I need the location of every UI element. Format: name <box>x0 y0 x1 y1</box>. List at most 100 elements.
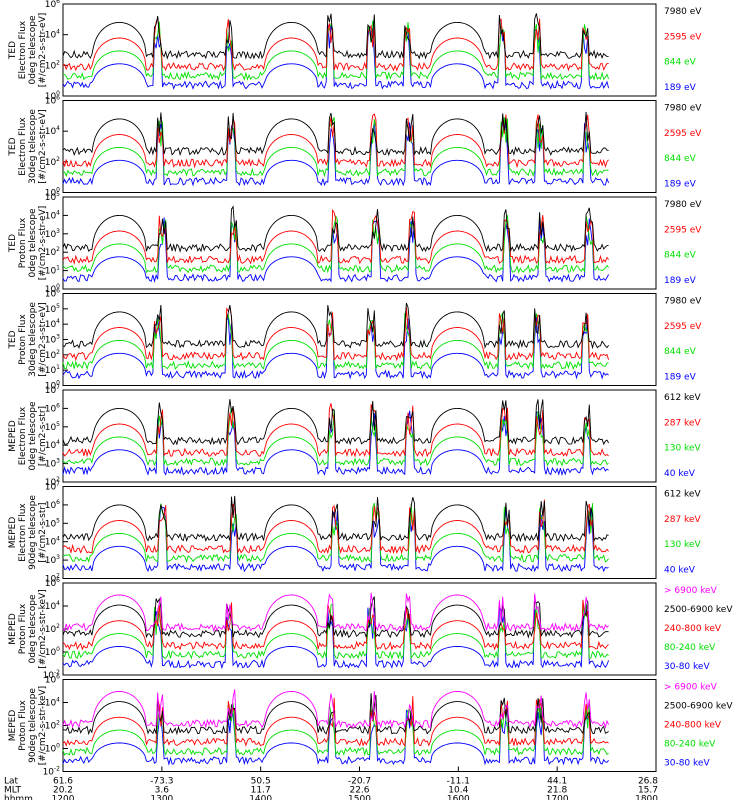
y-tick-label: 101 <box>45 364 60 376</box>
y-axis-title: 0deg telescope <box>28 594 38 664</box>
series-line <box>62 506 609 573</box>
series-line <box>62 596 609 639</box>
footer-row-label: hhmm <box>4 795 33 800</box>
footer-lat: 61.6 <box>53 777 73 787</box>
legend-entry: 80-240 keV <box>664 740 716 750</box>
footer-lat: 44.1 <box>547 777 567 787</box>
legend-entry: 612 keV <box>664 490 701 500</box>
footer-lat: -20.7 <box>348 777 371 787</box>
legend-entry: 612 keV <box>664 393 701 403</box>
footer-hhmm: 1700 <box>546 795 569 800</box>
y-tick-label: 100 <box>45 380 60 392</box>
legend-entry: 189 eV <box>664 276 697 286</box>
footer-mlt: 21.8 <box>547 786 567 796</box>
footer-mlt: 15.7 <box>638 786 658 796</box>
legend-entry: 2595 eV <box>664 322 702 332</box>
footer-mlt: 22.6 <box>349 786 369 796</box>
legend-entry: 7980 eV <box>664 200 702 210</box>
y-axis-title: [#/cm2-s-str-eV] <box>38 206 48 281</box>
y-tick-label: 102 <box>45 476 60 488</box>
y-axis-title: 0deg telescope <box>28 208 38 278</box>
legend-entry: 2595 eV <box>664 225 702 235</box>
y-axis-title: 0deg telescope <box>28 401 38 471</box>
y-axis-title: [#/cm2-s-str-eV] <box>38 13 48 88</box>
series-line <box>62 117 609 178</box>
legend-entry: > 6900 keV <box>664 683 718 693</box>
y-axis-title: TED <box>8 137 18 156</box>
legend-entry: 80-240 keV <box>664 643 716 653</box>
y-axis-title: 30deg telescope <box>28 302 38 377</box>
footer-mlt: 3.6 <box>155 786 170 796</box>
series-line <box>62 306 610 362</box>
y-axis-title: Electron Flux <box>18 503 28 562</box>
y-axis-title: MEPED <box>8 517 18 549</box>
y-axis-title: 90deg telescope <box>28 495 38 570</box>
y-tick-label: 100 <box>45 90 60 102</box>
y-axis-title: Proton Flux <box>18 700 28 751</box>
footer-lat: 26.8 <box>638 777 658 787</box>
y-tick-label: 100 <box>45 646 60 658</box>
legend-entry: 40 keV <box>664 469 696 479</box>
y-tick-label: 105 <box>45 421 60 433</box>
y-axis-title: [#/cm2-s-str-keV] <box>38 589 48 668</box>
series-line <box>62 214 609 274</box>
series-line <box>62 13 609 60</box>
y-tick-label: 107 <box>45 481 60 493</box>
y-axis-title: TED <box>8 330 18 349</box>
y-tick-label: 100 <box>45 743 60 755</box>
legend-entry: 189 eV <box>664 83 697 93</box>
panel-6: 102 103 104 105 106 107 MEPED Electron Flux 90de… <box>8 481 701 585</box>
y-axis-title: Electron Flux <box>18 20 28 79</box>
series-line <box>62 702 609 757</box>
panel-2: 100 102 104 106 TED Electron Flux 30deg telesc… <box>8 95 702 199</box>
series-line <box>62 704 609 766</box>
y-axis-title: TED <box>8 234 18 253</box>
y-axis-title: Proton Flux <box>18 314 28 365</box>
legend-entry: 2595 eV <box>664 32 702 42</box>
y-tick-label: 104 <box>45 125 60 137</box>
legend-entry: 7980 eV <box>664 7 702 17</box>
footer-hhmm: 1600 <box>447 795 470 800</box>
y-tick-label: 101 <box>45 265 60 277</box>
y-tick-label: 102 <box>45 623 60 635</box>
legend-entry: 287 keV <box>664 515 701 525</box>
series-line <box>62 495 609 543</box>
panel-5: 102 103 104 105 106 107 MEPED Electron Flux 0deg… <box>8 384 701 488</box>
series-line <box>62 302 609 350</box>
y-tick-label: 104 <box>45 318 60 330</box>
panel-3: 100 101 102 103 104 105 TED Proton Flux 0deg tel… <box>8 191 702 295</box>
series-line <box>62 311 609 371</box>
series-line <box>62 403 609 458</box>
panel-frame <box>62 3 657 97</box>
panel-frame <box>62 196 657 290</box>
footer-hhmm: 1500 <box>348 795 371 800</box>
y-tick-label: 102 <box>45 156 60 168</box>
series-line <box>62 121 610 187</box>
series-line <box>62 24 610 90</box>
y-axis-title: [#/cm2-s-str-eV] <box>38 109 48 184</box>
y-axis-title: Proton Flux <box>18 217 28 268</box>
series-line <box>62 113 609 169</box>
y-axis-title: MEPED <box>8 613 18 645</box>
panel-frame <box>62 486 657 579</box>
footer-lat: -11.1 <box>447 777 470 787</box>
footer-mlt: 20.2 <box>53 786 73 796</box>
y-axis-title: Electron Flux <box>18 117 28 176</box>
legend-entry: 2500-6900 keV <box>664 702 733 712</box>
series-line <box>62 502 609 564</box>
series-line <box>62 696 609 747</box>
y-tick-label: 104 <box>45 209 60 221</box>
y-tick-label: 103 <box>45 334 60 346</box>
series-line <box>62 399 609 446</box>
legend-entry: 844 eV <box>664 251 697 261</box>
y-tick-label: 106 <box>45 0 60 10</box>
footer-row-label: Lat <box>4 777 19 787</box>
y-tick-label: 102 <box>45 349 60 361</box>
y-tick-label: 102 <box>45 59 60 71</box>
legend-entry: 844 eV <box>664 154 697 164</box>
y-tick-label: 100 <box>45 283 60 295</box>
series-line <box>62 499 609 555</box>
footer-lat: -73.3 <box>150 777 173 787</box>
series-line <box>62 407 609 467</box>
